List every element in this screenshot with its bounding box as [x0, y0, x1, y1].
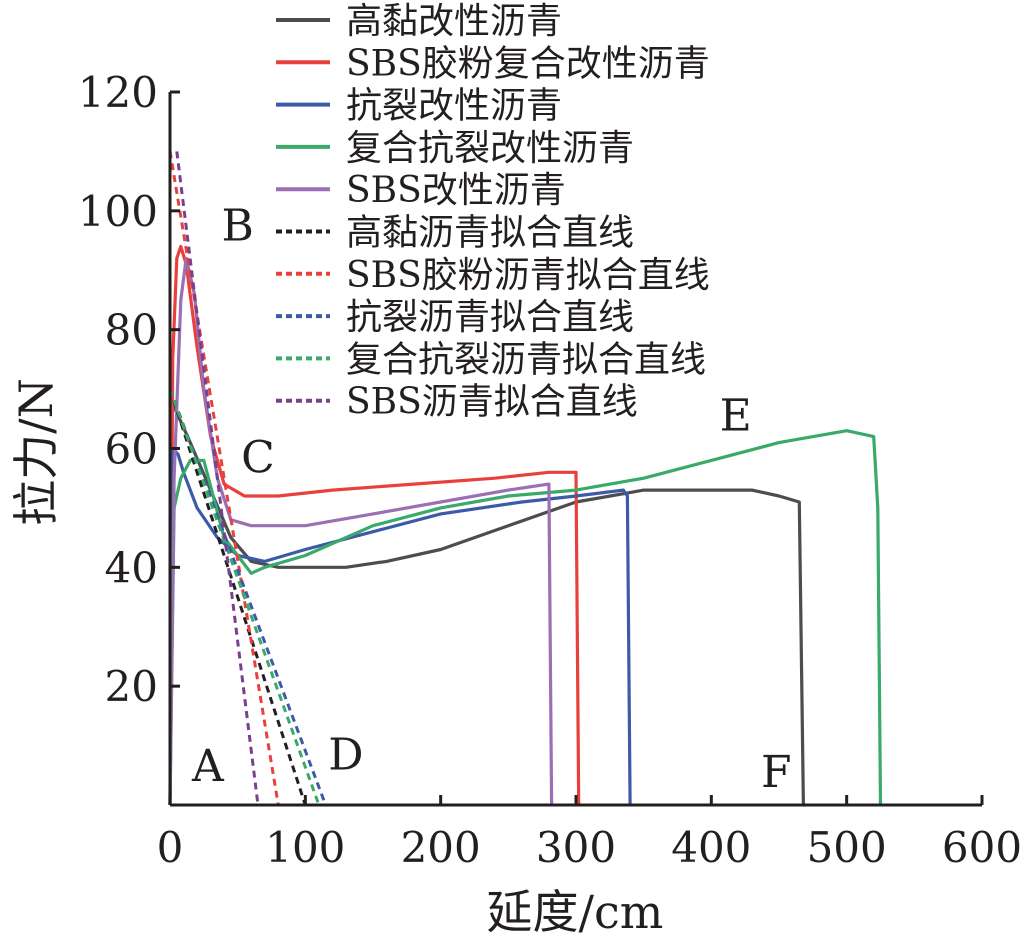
x-tick-label: 600: [942, 823, 1022, 872]
series-line-10: [175, 151, 260, 806]
x-tick-label: 0: [157, 823, 184, 872]
y-tick-label: 40: [105, 543, 158, 592]
y-tick-label: 100: [78, 187, 158, 236]
legend-label-1: 高黏改性沥青: [346, 1, 562, 42]
point-label-f: F: [761, 747, 792, 798]
legend-label-4: 复合抗裂改性沥青: [346, 128, 634, 169]
series-layer: [168, 151, 883, 807]
x-tick-label: 300: [536, 823, 616, 872]
point-label-c: C: [241, 432, 275, 483]
y-tick-label: 120: [78, 68, 158, 117]
series-line-2: [168, 244, 581, 806]
x-axis-title: 延度/cm: [487, 885, 664, 939]
x-tick-label: 100: [265, 823, 345, 872]
legend-label-3: 抗裂改性沥青: [346, 86, 562, 127]
x-tick-label: 500: [807, 823, 887, 872]
y-tick-label: 20: [105, 662, 158, 711]
point-label-a: A: [191, 741, 225, 792]
y-axis-title: 拉力/N: [9, 378, 63, 526]
x-tick-label: 400: [671, 823, 751, 872]
series-line-3: [168, 446, 632, 806]
legend-label-2: SBS胶粉复合改性沥青: [346, 43, 710, 84]
point-label-b: B: [221, 201, 253, 252]
point-label-d: D: [328, 729, 363, 780]
y-tick-label: 80: [105, 306, 158, 355]
legend-label-8: 抗裂沥青拟合直线: [346, 297, 634, 338]
legend-label-9: 复合抗裂沥青拟合直线: [346, 339, 706, 380]
legend: 高黏改性沥青SBS胶粉复合改性沥青抗裂改性沥青复合抗裂改性沥青SBS改性沥青高黏…: [276, 1, 710, 423]
legend-label-7: SBS胶粉沥青拟合直线: [346, 255, 710, 296]
series-line-7: [168, 151, 280, 806]
axes: [168, 92, 982, 807]
ticks: 0 100 200 300 400 500 600 20 40 60 80 100 120: [78, 68, 1022, 872]
legend-label-10: SBS沥青拟合直线: [346, 382, 638, 423]
series-line-9: [168, 388, 321, 806]
point-label-e: E: [720, 391, 752, 442]
series-line-6: [168, 388, 307, 806]
annotations: A B C D E F: [191, 201, 792, 799]
y-tick-label: 60: [105, 425, 158, 474]
legend-label-5: SBS改性沥青: [346, 170, 566, 211]
x-tick-label: 200: [401, 823, 481, 872]
legend-label-6: 高黏沥青拟合直线: [346, 213, 634, 254]
